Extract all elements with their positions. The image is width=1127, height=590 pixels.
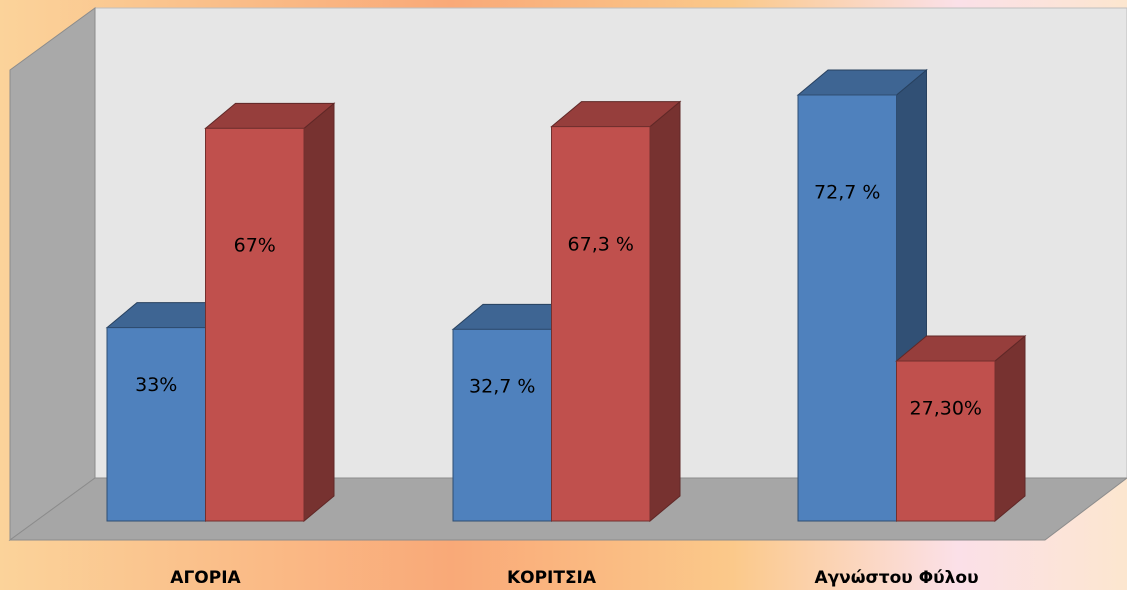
data-label: 27,30% [910,398,982,420]
side-wall [9,7,96,541]
bar [452,328,552,522]
data-label: 67% [234,235,276,257]
bar [551,126,651,522]
x-tick-label: ΑΓΟΡΙΑ [170,568,241,588]
bar [896,360,996,522]
data-label: 67,3 % [568,233,634,255]
bar [797,94,897,522]
bar-side [994,334,1026,523]
x-tick-label: Αγνώστου Φύλου [814,568,978,588]
data-label: 32,7 % [469,375,535,397]
x-tick-label: ΚΟΡΙΤΣΙΑ [507,568,597,588]
bar-side [649,100,681,523]
bar [205,127,305,522]
bar [106,327,206,522]
bar-side [303,102,335,523]
data-label: 33% [135,374,177,396]
data-label: 72,7 % [814,181,880,203]
